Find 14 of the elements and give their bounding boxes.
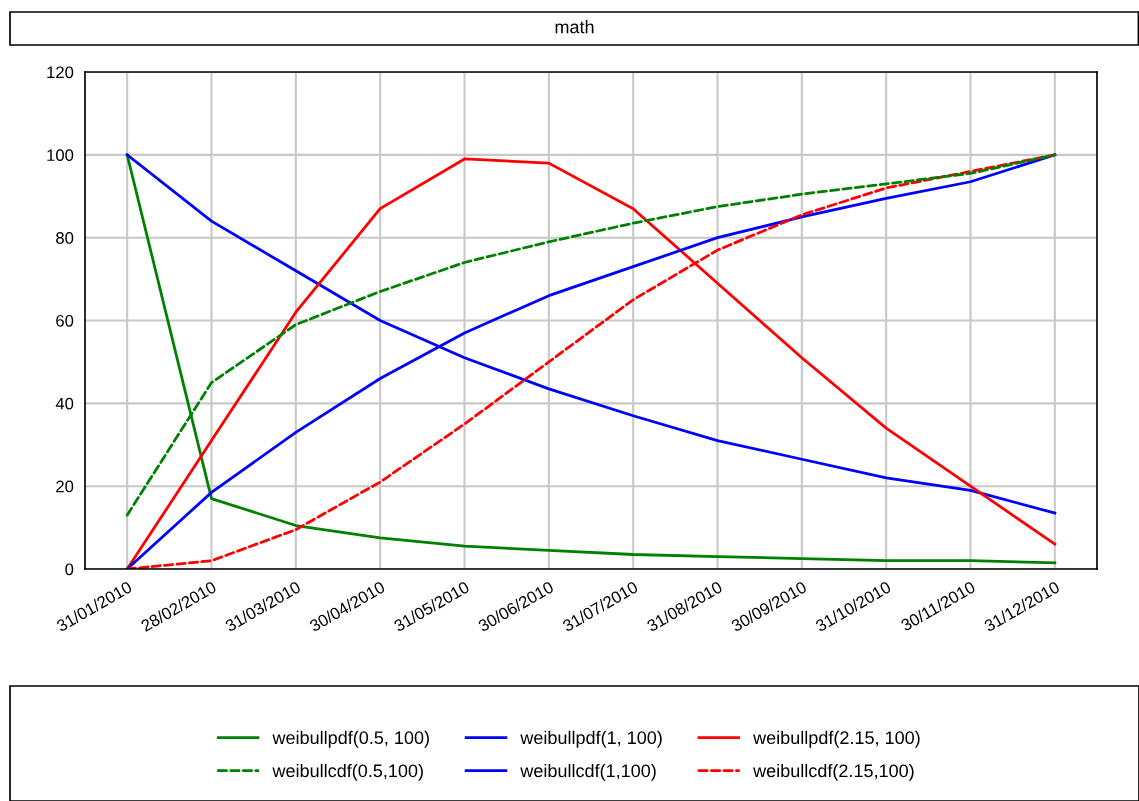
y-tick-label: 100	[47, 149, 74, 162]
y-tick-label: 0	[65, 563, 74, 576]
legend-label: weibullpdf(1, 100)	[520, 730, 662, 748]
chart-title: math	[555, 20, 594, 34]
legend-label: weibullpdf(0.5, 100)	[272, 730, 429, 748]
legend-label: weibullpdf(2.15, 100)	[753, 730, 920, 748]
y-tick-label: 80	[56, 232, 74, 244]
legend-label: weibullcdf(1,100)	[520, 763, 656, 781]
legend-label: weibullcdf(2.15,100)	[753, 763, 914, 781]
y-tick-label: 120	[47, 66, 74, 79]
y-tick-label: 60	[56, 314, 74, 327]
y-tick-label: 40	[55, 397, 74, 410]
legend-label: weibullcdf(0.5,100)	[272, 763, 423, 781]
y-tick-label: 20	[56, 480, 74, 493]
